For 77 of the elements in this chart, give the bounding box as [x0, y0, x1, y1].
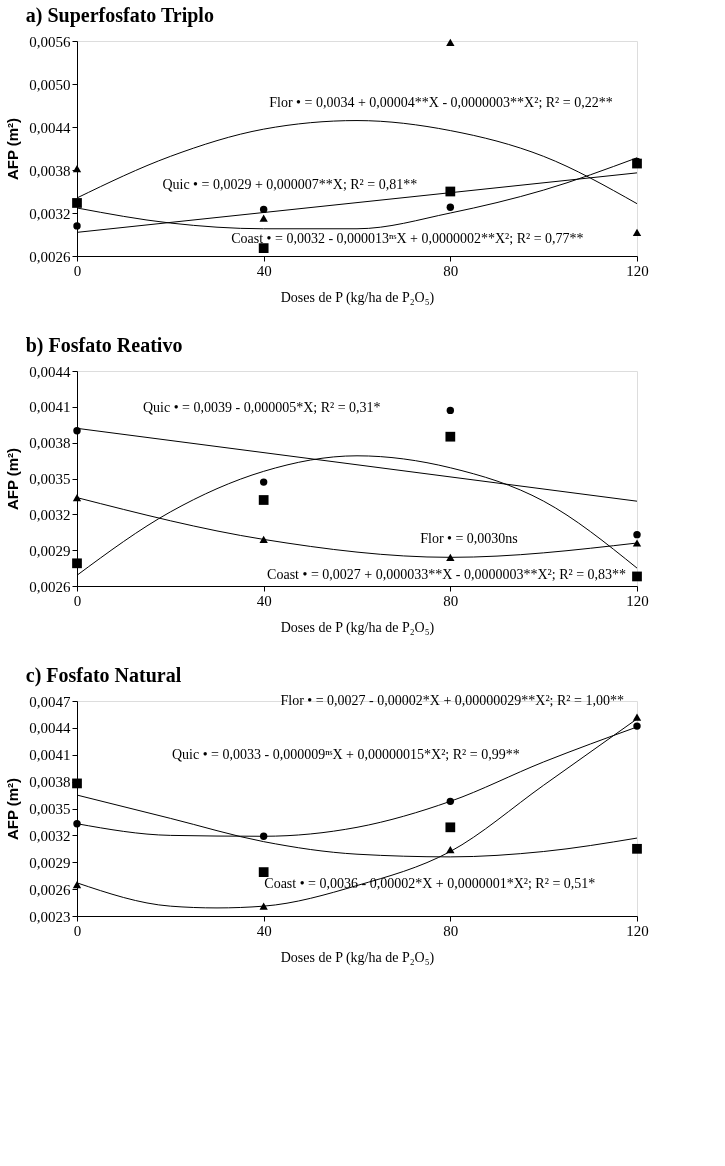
y-tick-label: 0,0035	[29, 801, 71, 817]
annotation: Quic • = 0,0039 - 0,000005*X; R² = 0,31*	[143, 399, 381, 415]
y-tick-label: 0,0044	[29, 119, 71, 136]
x-tick-label: 120	[626, 592, 649, 609]
y-tick-label: 0,0038	[29, 774, 71, 791]
point	[445, 431, 456, 442]
point	[445, 822, 456, 833]
y-tick-label: 0,0050	[29, 76, 71, 93]
point	[259, 214, 268, 222]
point	[632, 843, 642, 854]
y-tick-label: 0,0035	[29, 471, 71, 487]
annotation: Quic • = 0,0029 + 0,000007**X; R² = 0,81**	[162, 177, 418, 193]
y-axis-title: AFP (m²)	[4, 117, 22, 181]
y-tick-label: 0,0044	[29, 363, 71, 380]
point	[73, 820, 81, 828]
y-tick-label: 0,0023	[29, 908, 71, 925]
y-tick-label: 0,0044	[29, 720, 71, 737]
annotation: Coast • = 0,0032 - 0,000013ⁿˢX + 0,0000002**X²; R² = 0,77**	[231, 230, 584, 246]
annotation: Quic • = 0,0033 - 0,000009ⁿˢX + 0,00000015*X²; R² = 0,99**	[171, 746, 520, 762]
x-tick-label: 120	[626, 262, 649, 279]
point	[258, 867, 269, 877]
y-tick-label: 0,0056	[29, 33, 71, 50]
y-tick-label: 0,0029	[29, 542, 71, 559]
x-tick-label: 40	[256, 262, 272, 279]
point	[632, 713, 642, 721]
y-tick-label: 0,0041	[29, 399, 71, 416]
y-tick-label: 0,0047	[29, 693, 71, 710]
y-tick-label: 0,0026	[29, 881, 71, 898]
x-tick-label: 40	[256, 592, 272, 609]
y-tick-label: 0,0032	[29, 827, 71, 844]
point	[73, 427, 81, 435]
point	[446, 203, 455, 211]
y-tick-label: 0,0041	[29, 747, 71, 764]
chart-title: c) Fosfato Natural	[25, 664, 182, 687]
y-tick-label: 0,0038	[29, 435, 71, 452]
annotation: Flor • = 0,0027 - 0,00002*X + 0,00000029**X²; R² = 1,00**	[280, 693, 624, 708]
x-tick-label: 80	[443, 592, 459, 609]
point	[258, 495, 269, 505]
point	[259, 478, 268, 486]
x-axis-title: Doses de P (kg/ha de P₂O₅)	[280, 289, 435, 306]
point	[632, 571, 642, 582]
y-tick-label: 0,0029	[29, 854, 71, 871]
point	[73, 222, 81, 230]
x-tick-label: 80	[443, 922, 459, 939]
point	[446, 38, 455, 47]
y-tick-label: 0,0026	[29, 248, 71, 265]
point	[72, 198, 82, 208]
chart-title: b) Fosfato Reativo	[25, 334, 183, 357]
y-tick-label: 0,0032	[29, 506, 71, 523]
annotation: Flor • = 0,0030ns	[420, 530, 518, 546]
annotation: Flor • = 0,0034 + 0,00004**X - 0,0000003**X²; R² = 0,22**	[269, 95, 613, 111]
x-tick-label: 0	[73, 262, 82, 279]
chart-title: a) Superfosfato Triplo	[25, 4, 214, 27]
y-tick-label: 0,0038	[29, 162, 71, 179]
point	[259, 205, 268, 214]
point	[258, 243, 269, 253]
x-tick-label: 0	[73, 592, 82, 609]
x-tick-label: 40	[256, 922, 272, 939]
point	[632, 228, 642, 236]
y-axis-title: AFP (m²)	[4, 777, 22, 841]
x-axis-title: Doses de P (kg/ha de P₂O₅)	[280, 619, 435, 636]
x-tick-label: 0	[73, 922, 82, 939]
x-tick-label: 80	[443, 262, 459, 279]
point	[72, 164, 82, 173]
point	[633, 530, 641, 539]
point	[633, 722, 641, 730]
annotation: Coast • = 0,0027 + 0,000033**X - 0,0000003**X²; R² = 0,83**	[267, 567, 627, 583]
point	[632, 539, 642, 547]
y-axis-title: AFP (m²)	[4, 447, 22, 511]
x-axis-title: Doses de P (kg/ha de P₂O₅)	[280, 949, 435, 966]
point	[72, 558, 82, 569]
y-tick-label: 0,0032	[29, 205, 71, 222]
annotation: Coast • = 0,0036 - 0,00002*X + 0,0000001*X²; R² = 0,51*	[264, 875, 596, 891]
x-tick-label: 120	[626, 922, 649, 939]
y-tick-label: 0,0026	[29, 578, 71, 595]
point	[72, 778, 82, 789]
point	[446, 406, 455, 415]
